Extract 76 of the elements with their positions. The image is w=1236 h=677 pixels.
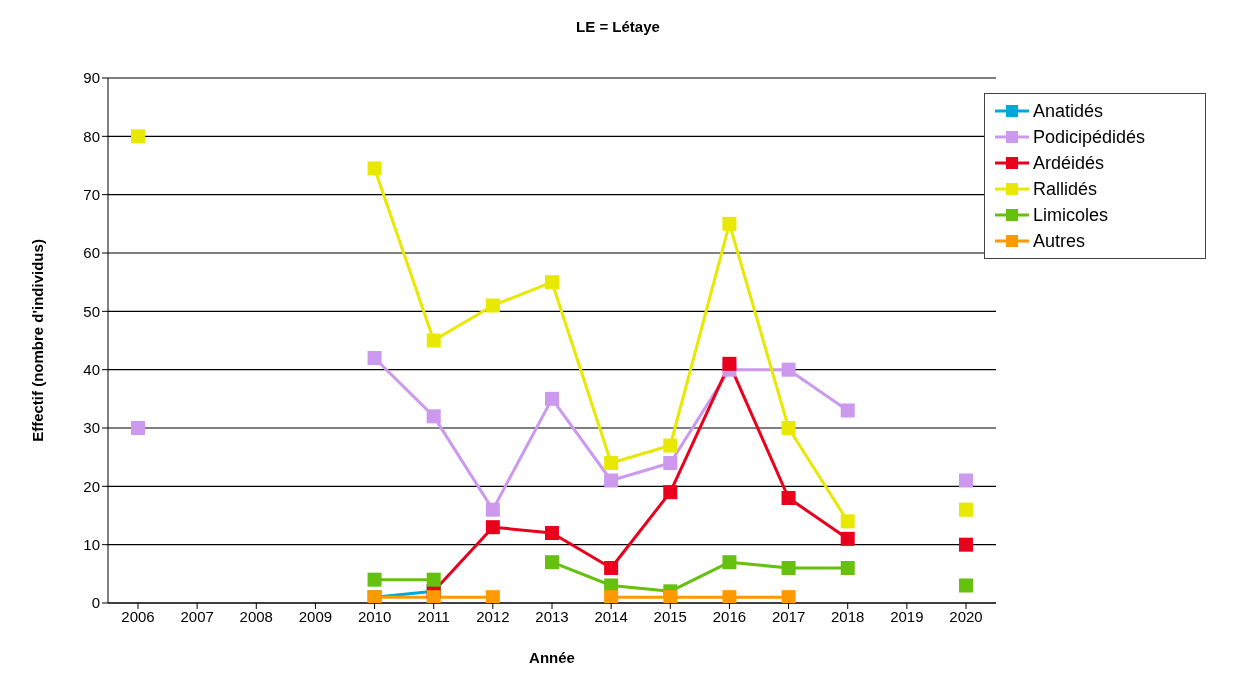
point <box>663 485 678 500</box>
point <box>545 555 559 570</box>
point <box>722 555 737 570</box>
point <box>367 351 382 365</box>
point <box>545 391 559 406</box>
y-tick-label: 70 <box>83 185 100 203</box>
point <box>781 362 796 377</box>
point <box>131 129 145 144</box>
x-tick-label: 2011 <box>417 607 450 625</box>
x-tick-label: 2007 <box>180 607 214 625</box>
y-tick-label: 10 <box>83 535 100 553</box>
point <box>840 403 855 418</box>
y-tick-label: 50 <box>83 302 100 320</box>
point <box>781 561 796 575</box>
legend-label: Anatidés <box>1033 100 1104 123</box>
y-tick-label: 60 <box>83 244 100 262</box>
point <box>485 520 500 535</box>
point <box>426 572 441 587</box>
legend-label: Podicipédidés <box>1033 126 1146 149</box>
y-axis-title: Effectif (nombre d'individus) <box>29 239 47 442</box>
x-tick-label: 2008 <box>239 607 273 625</box>
x-tick-label: 2018 <box>831 607 865 625</box>
legend-label: Ardéidés <box>1033 152 1105 175</box>
x-tick-label: 2006 <box>121 607 155 625</box>
point <box>604 456 619 470</box>
point <box>426 590 441 603</box>
y-tick-label: 0 <box>91 594 100 612</box>
point <box>604 473 619 488</box>
y-tick-label: 40 <box>83 360 100 378</box>
point <box>959 473 973 488</box>
point <box>959 502 973 517</box>
point <box>426 409 441 424</box>
x-tick-label: 2010 <box>357 607 392 625</box>
point <box>663 590 678 603</box>
x-tick-label: 2020 <box>949 607 983 625</box>
y-tick-label: 20 <box>83 477 100 495</box>
point <box>663 438 678 453</box>
point <box>781 421 796 435</box>
x-tick-label: 2019 <box>890 607 924 625</box>
point <box>604 590 619 603</box>
x-tick-label: 2013 <box>535 607 569 625</box>
point <box>781 491 796 505</box>
y-tick-label: 30 <box>83 419 100 437</box>
point <box>131 421 145 435</box>
point <box>840 531 855 546</box>
x-tick-label: 2014 <box>594 607 628 625</box>
y-tick-label: 90 <box>83 69 100 87</box>
point <box>545 526 559 540</box>
legend-label: Rallidés <box>1033 178 1098 201</box>
point <box>959 578 973 593</box>
point <box>485 298 500 313</box>
chart-title: LE = Létaye <box>575 17 661 37</box>
point <box>485 502 500 517</box>
point <box>604 561 619 575</box>
point <box>959 537 973 552</box>
x-tick-label: 2009 <box>298 607 333 625</box>
point <box>367 161 382 176</box>
x-tick-label: 2017 <box>771 607 806 625</box>
point <box>840 514 855 529</box>
legend-label: Autres <box>1033 230 1086 253</box>
point <box>485 590 500 603</box>
point <box>722 356 737 371</box>
point <box>663 456 678 470</box>
x-tick-label: 2016 <box>712 607 747 625</box>
point <box>722 590 737 603</box>
x-axis-title: Année <box>529 649 575 666</box>
y-tick-label: 80 <box>83 127 100 145</box>
x-tick-label: 2012 <box>476 607 510 625</box>
point <box>426 333 441 348</box>
point <box>840 561 855 575</box>
point <box>781 590 796 603</box>
legend-label: Limicoles <box>1033 204 1109 227</box>
point <box>545 275 559 290</box>
x-tick-label: 2015 <box>653 607 687 625</box>
point <box>367 572 382 587</box>
point <box>722 216 737 231</box>
